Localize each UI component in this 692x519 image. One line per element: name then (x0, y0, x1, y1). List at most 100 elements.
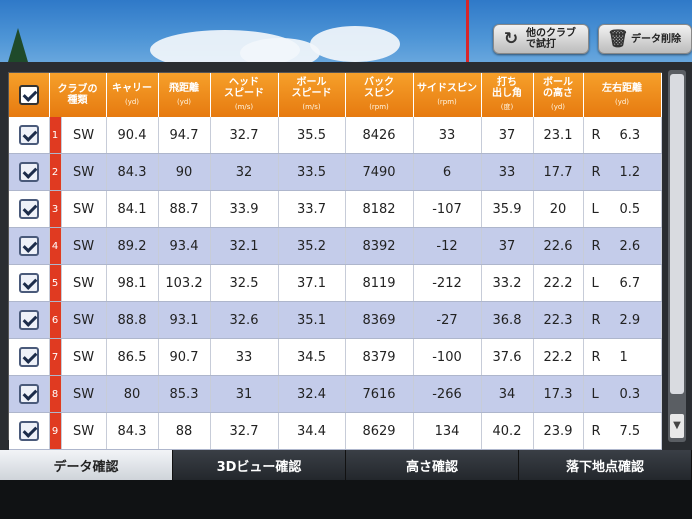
cell-back: 8426 (345, 117, 414, 154)
direction-indicator: R (591, 238, 601, 254)
table-row[interactable]: 9 SW 84.3 88 32.7 34.4 8629 134 40.2 23.9 R 7.5 (9, 412, 662, 450)
cell-head: 33 (210, 338, 279, 376)
trash-icon: 🗑 (607, 28, 629, 49)
tab-landing-point[interactable]: 落下地点確認 (519, 450, 692, 480)
cell-ball: 35.5 (278, 117, 346, 154)
row-checkbox[interactable] (18, 421, 39, 441)
header-head-speed: ヘッド スピード (m/s) (210, 73, 279, 117)
bottom-bezel (0, 480, 692, 519)
cell-carry: 86.5 (106, 338, 159, 376)
row-select-cell[interactable] (9, 153, 50, 191)
table-row[interactable]: 2 SW 84.3 90 32 33.5 7490 6 33 17.7 R 1.2 (9, 153, 662, 191)
cell-height: 22.2 (533, 338, 584, 376)
table-row[interactable]: 6 SW 88.8 93.1 32.6 35.1 8369 -27 36.8 22.3 R 2.9 (9, 301, 662, 339)
delete-data-button[interactable]: 🗑 データ削除 (598, 24, 692, 54)
table-row[interactable]: 8 SW 80 85.3 31 32.4 7616 -266 34 17.3 L 0.3 (9, 375, 662, 413)
row-select-cell[interactable] (9, 301, 50, 339)
cell-left-right: R 6.3 (583, 117, 662, 154)
cell-club: SW (61, 190, 107, 228)
cell-head: 32.7 (210, 117, 279, 154)
cell-total: 88.7 (158, 190, 211, 228)
row-checkbox[interactable] (18, 125, 39, 145)
select-all-cell[interactable] (9, 73, 50, 117)
direction-indicator: R (591, 423, 601, 439)
row-select-cell[interactable] (9, 190, 50, 228)
table-row[interactable]: 1 SW 90.4 94.7 32.7 35.5 8426 33 37 23.1 R 6.3 (9, 117, 662, 154)
cell-side: 33 (413, 117, 482, 154)
left-right-value: 2.6 (619, 238, 641, 254)
cell-ball: 32.4 (278, 375, 346, 413)
direction-indicator: L (591, 386, 599, 402)
table-header-row: クラブの 種類 キャリー (yd) 飛距離 (yd) ヘッド スピード (m/s) ボール… (9, 73, 662, 117)
direction-indicator: R (591, 127, 601, 143)
retry-button-label: 他のクラブ で試打 (526, 28, 576, 50)
left-right-value: 1 (619, 349, 628, 365)
cell-club: SW (61, 117, 107, 154)
cell-height: 22.2 (533, 264, 584, 302)
table-row[interactable]: 4 SW 89.2 93.4 32.1 35.2 8392 -12 37 22.6 R 2.6 (9, 227, 662, 265)
row-select-cell[interactable] (9, 227, 50, 265)
row-select-cell[interactable] (9, 375, 50, 413)
retry-other-club-button[interactable]: ↻ 他のクラブ で試打 (493, 24, 589, 54)
cell-launch: 35.9 (481, 190, 534, 228)
cell-carry: 88.8 (106, 301, 159, 339)
header-launch-angle: 打ち 出し角 (度) (481, 73, 534, 117)
refresh-icon: ↻ (503, 28, 519, 49)
cell-back: 8392 (345, 227, 414, 265)
row-checkbox[interactable] (18, 199, 39, 219)
direction-indicator: R (591, 312, 601, 328)
cell-height: 17.7 (533, 153, 584, 191)
left-right-value: 0.3 (619, 386, 641, 402)
cell-height: 22.3 (533, 301, 584, 339)
cell-ball: 37.1 (278, 264, 346, 302)
cell-ball: 34.4 (278, 412, 346, 450)
cell-back: 8629 (345, 412, 414, 450)
cell-launch: 37.6 (481, 338, 534, 376)
cell-head: 33.9 (210, 190, 279, 228)
left-right-value: 1.2 (619, 164, 641, 180)
left-right-value: 0.5 (619, 201, 641, 217)
row-checkbox[interactable] (18, 347, 39, 367)
header-carry: キャリー (yd) (106, 73, 159, 117)
cell-ball: 33.5 (278, 153, 346, 191)
tab-data-check[interactable]: データ確認 (0, 450, 173, 480)
cell-launch: 37 (481, 117, 534, 154)
row-select-cell[interactable] (9, 264, 50, 302)
cell-left-right: L 0.5 (583, 190, 662, 228)
row-select-cell[interactable] (9, 412, 50, 450)
row-checkbox[interactable] (18, 273, 39, 293)
cell-carry: 89.2 (106, 227, 159, 265)
cell-side: 6 (413, 153, 482, 191)
cell-height: 23.9 (533, 412, 584, 450)
row-checkbox[interactable] (18, 310, 39, 330)
cell-total: 93.1 (158, 301, 211, 339)
table-row[interactable]: 7 SW 86.5 90.7 33 34.5 8379 -100 37.6 22.2 R 1 (9, 338, 662, 376)
cell-height: 22.6 (533, 227, 584, 265)
table-row[interactable]: 5 SW 98.1 103.2 32.5 37.1 8119 -212 33.2 22.2 L 6.7 (9, 264, 662, 302)
row-select-cell[interactable] (9, 117, 50, 154)
tab-height-check[interactable]: 高さ確認 (346, 450, 519, 480)
scrollbar-thumb[interactable] (670, 74, 684, 394)
row-checkbox[interactable] (18, 236, 39, 256)
cell-total: 93.4 (158, 227, 211, 265)
cell-club: SW (61, 264, 107, 302)
row-index: 7 (49, 338, 62, 376)
cell-launch: 33 (481, 153, 534, 191)
row-checkbox[interactable] (18, 384, 39, 404)
left-right-value: 6.7 (619, 275, 641, 291)
select-all-checkbox[interactable] (18, 85, 39, 105)
cell-left-right: R 7.5 (583, 412, 662, 450)
row-checkbox[interactable] (18, 162, 39, 182)
cell-ball: 33.7 (278, 190, 346, 228)
tree-icon (8, 28, 28, 62)
row-select-cell[interactable] (9, 338, 50, 376)
scroll-down-arrow-icon[interactable]: ▼ (670, 414, 684, 438)
table-scrollbar[interactable]: ▼ (668, 70, 686, 442)
tab-3d-view[interactable]: 3Dビュー確認 (173, 450, 346, 480)
cell-back: 8369 (345, 301, 414, 339)
retry-label-line2: で試打 (526, 39, 556, 50)
table-row[interactable]: 3 SW 84.1 88.7 33.9 33.7 8182 -107 35.9 20 L 0.5 (9, 190, 662, 228)
cell-head: 32.6 (210, 301, 279, 339)
cell-head: 32.5 (210, 264, 279, 302)
